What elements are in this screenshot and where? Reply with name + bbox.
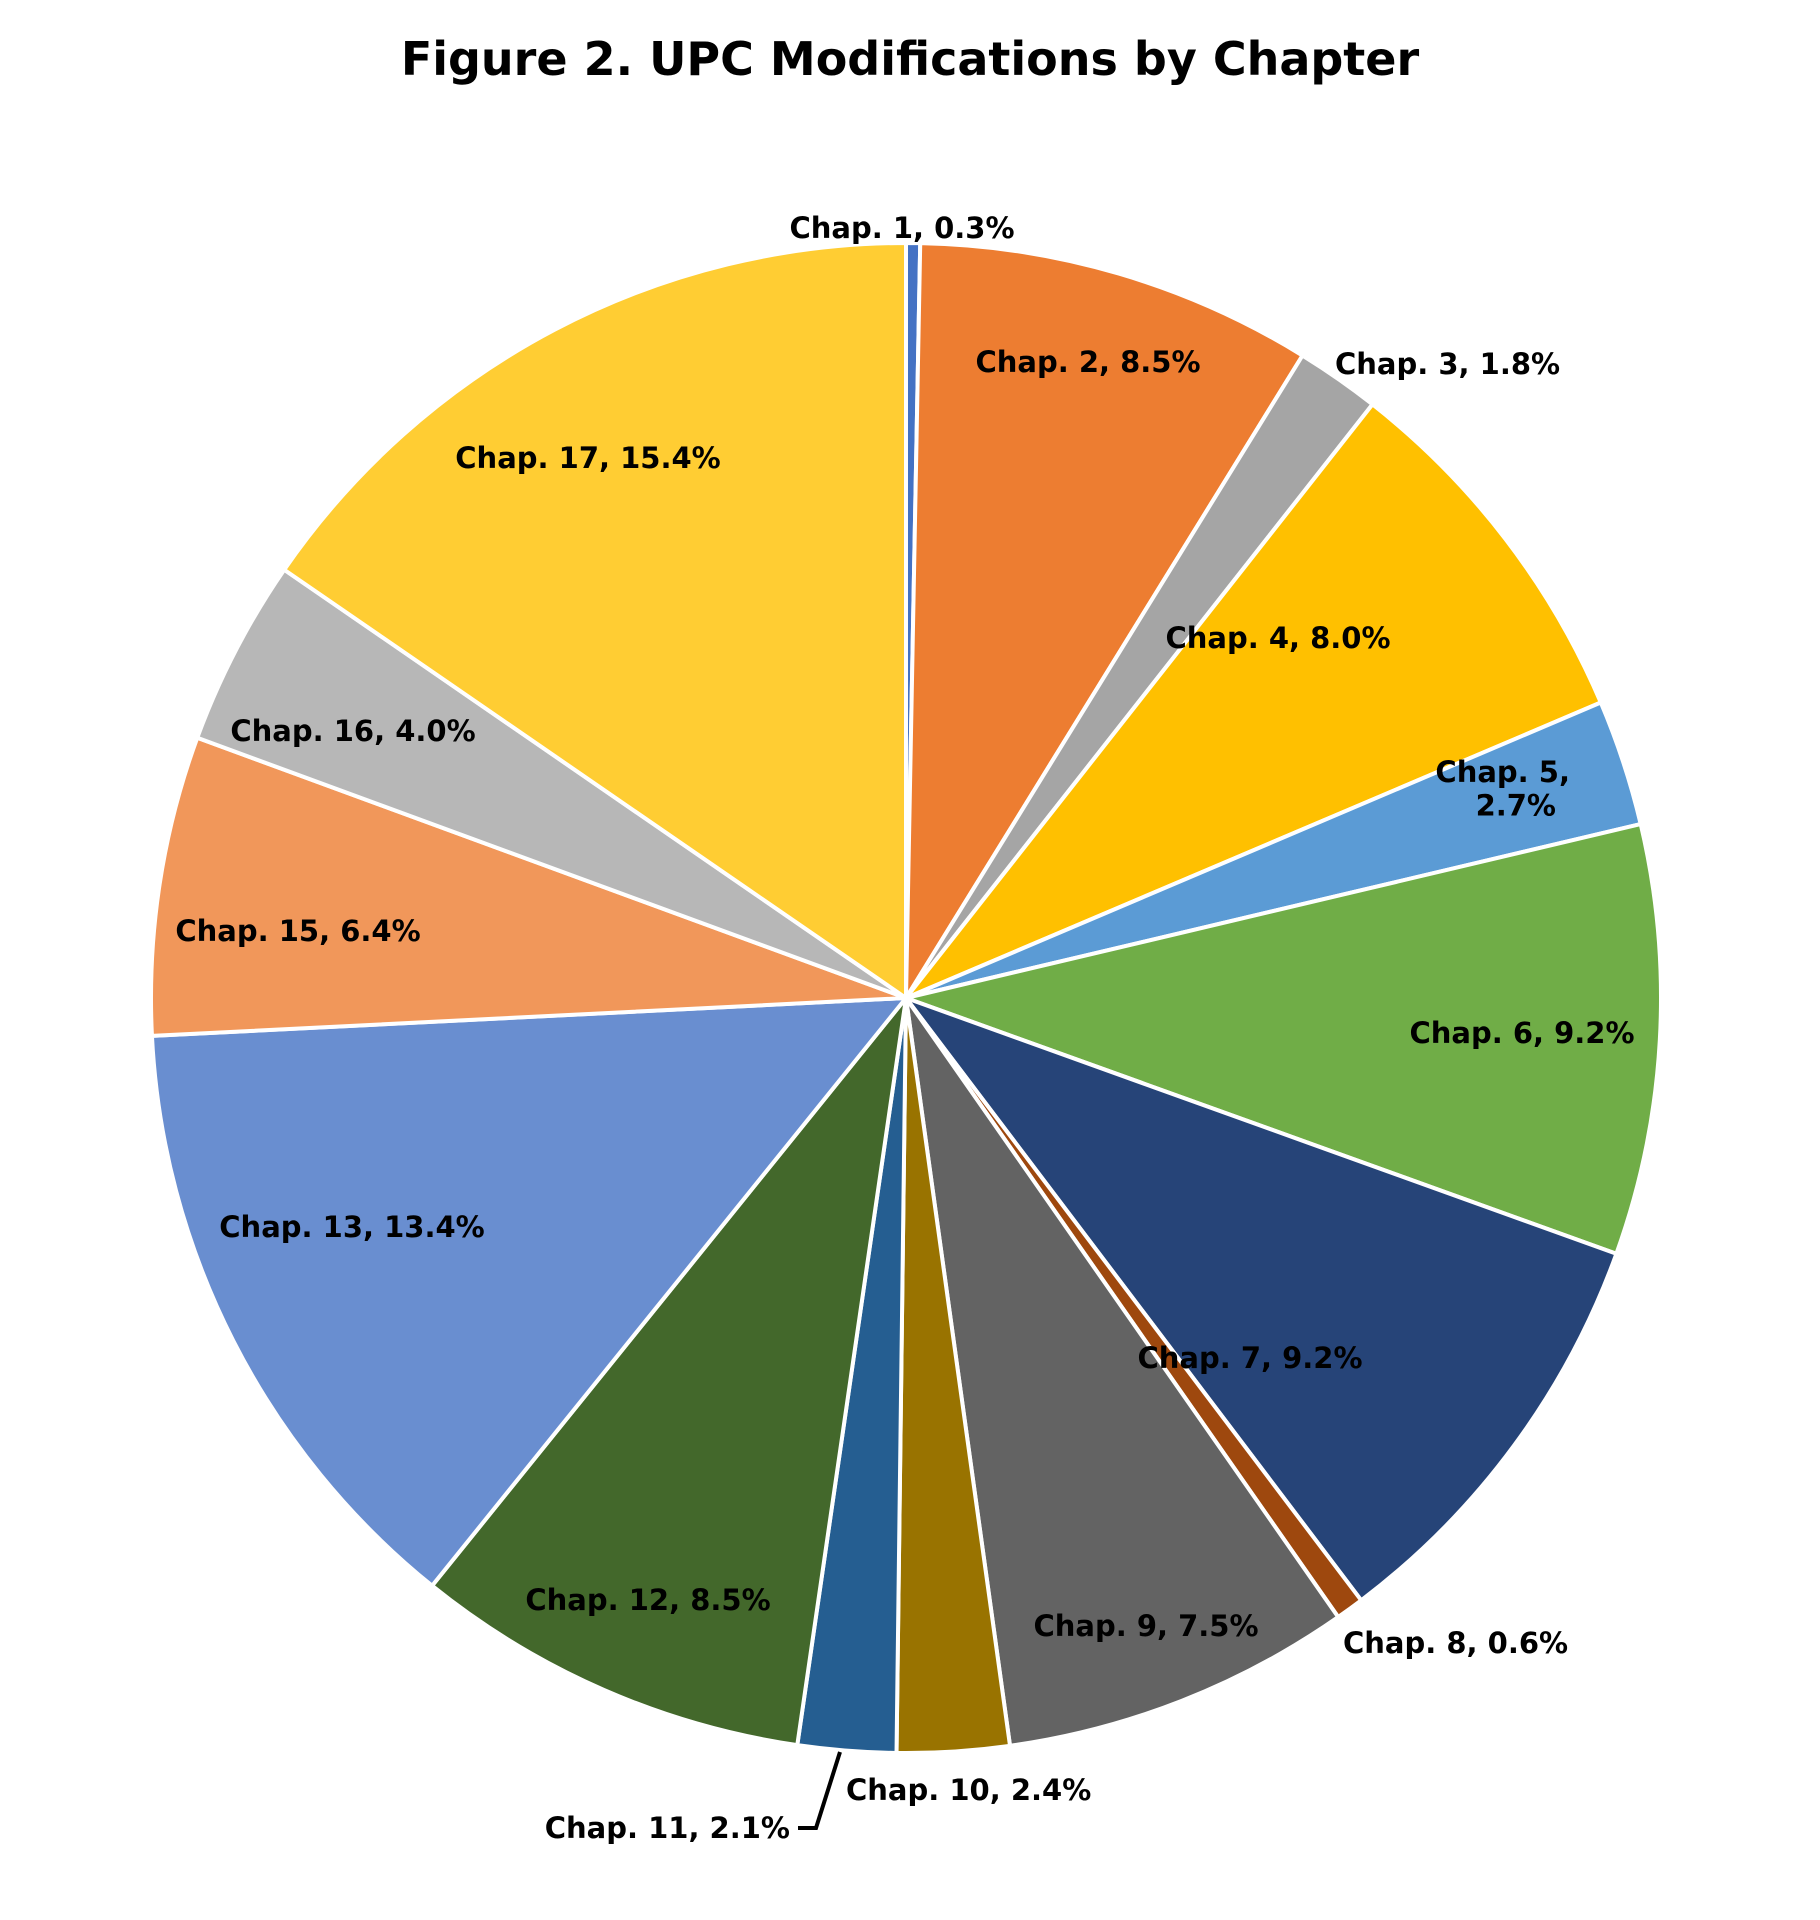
slice-data-label: Chap. 2, 8.5% <box>975 345 1200 379</box>
pie-slice <box>904 822 1663 1256</box>
slice-data-label: Chap. 8, 0.6% <box>1343 1626 1568 1660</box>
pie-slice <box>149 996 908 1588</box>
slice-data-label: Chap. 3, 1.8% <box>1335 347 1560 381</box>
pie-slice <box>904 402 1603 1000</box>
slice-data-label: Chap. 15, 6.4% <box>175 914 420 948</box>
label-leader-line <box>798 1751 842 1830</box>
pie-slice <box>195 567 908 1000</box>
slice-data-label: Chap. 13, 13.4% <box>219 1210 484 1244</box>
slice-data-label: Chap. 1, 0.3% <box>789 211 1014 245</box>
slice-data-label: Chap. 12, 8.5% <box>525 1583 770 1617</box>
slice-data-label: Chap. 6, 9.2% <box>1409 1016 1634 1050</box>
pie-slice <box>904 996 1341 1748</box>
pie-slice <box>430 996 908 1748</box>
pie-slice <box>904 241 1305 1000</box>
slice-data-label: Chap. 5, 2.7% <box>1435 755 1570 822</box>
slice-data-label: Chap. 10, 2.4% <box>846 1773 1091 1807</box>
slice-data-label: Chap. 16, 4.0% <box>230 714 475 748</box>
chart-title: Figure 2. UPC Modifications by Chapter <box>400 32 1420 86</box>
pie-slice <box>282 241 908 1000</box>
slice-data-label: Chap. 17, 15.4% <box>455 441 720 475</box>
pie-slice <box>149 735 908 1038</box>
slice-data-label: Chap. 7, 9.2% <box>1137 1341 1362 1375</box>
slice-data-label: Chap. 9, 7.5% <box>1033 1609 1258 1643</box>
slice-data-label: Chap. 4, 8.0% <box>1165 621 1390 655</box>
slice-data-label: Chap. 11, 2.1% <box>545 1811 790 1845</box>
pie-slice <box>904 996 1619 1603</box>
